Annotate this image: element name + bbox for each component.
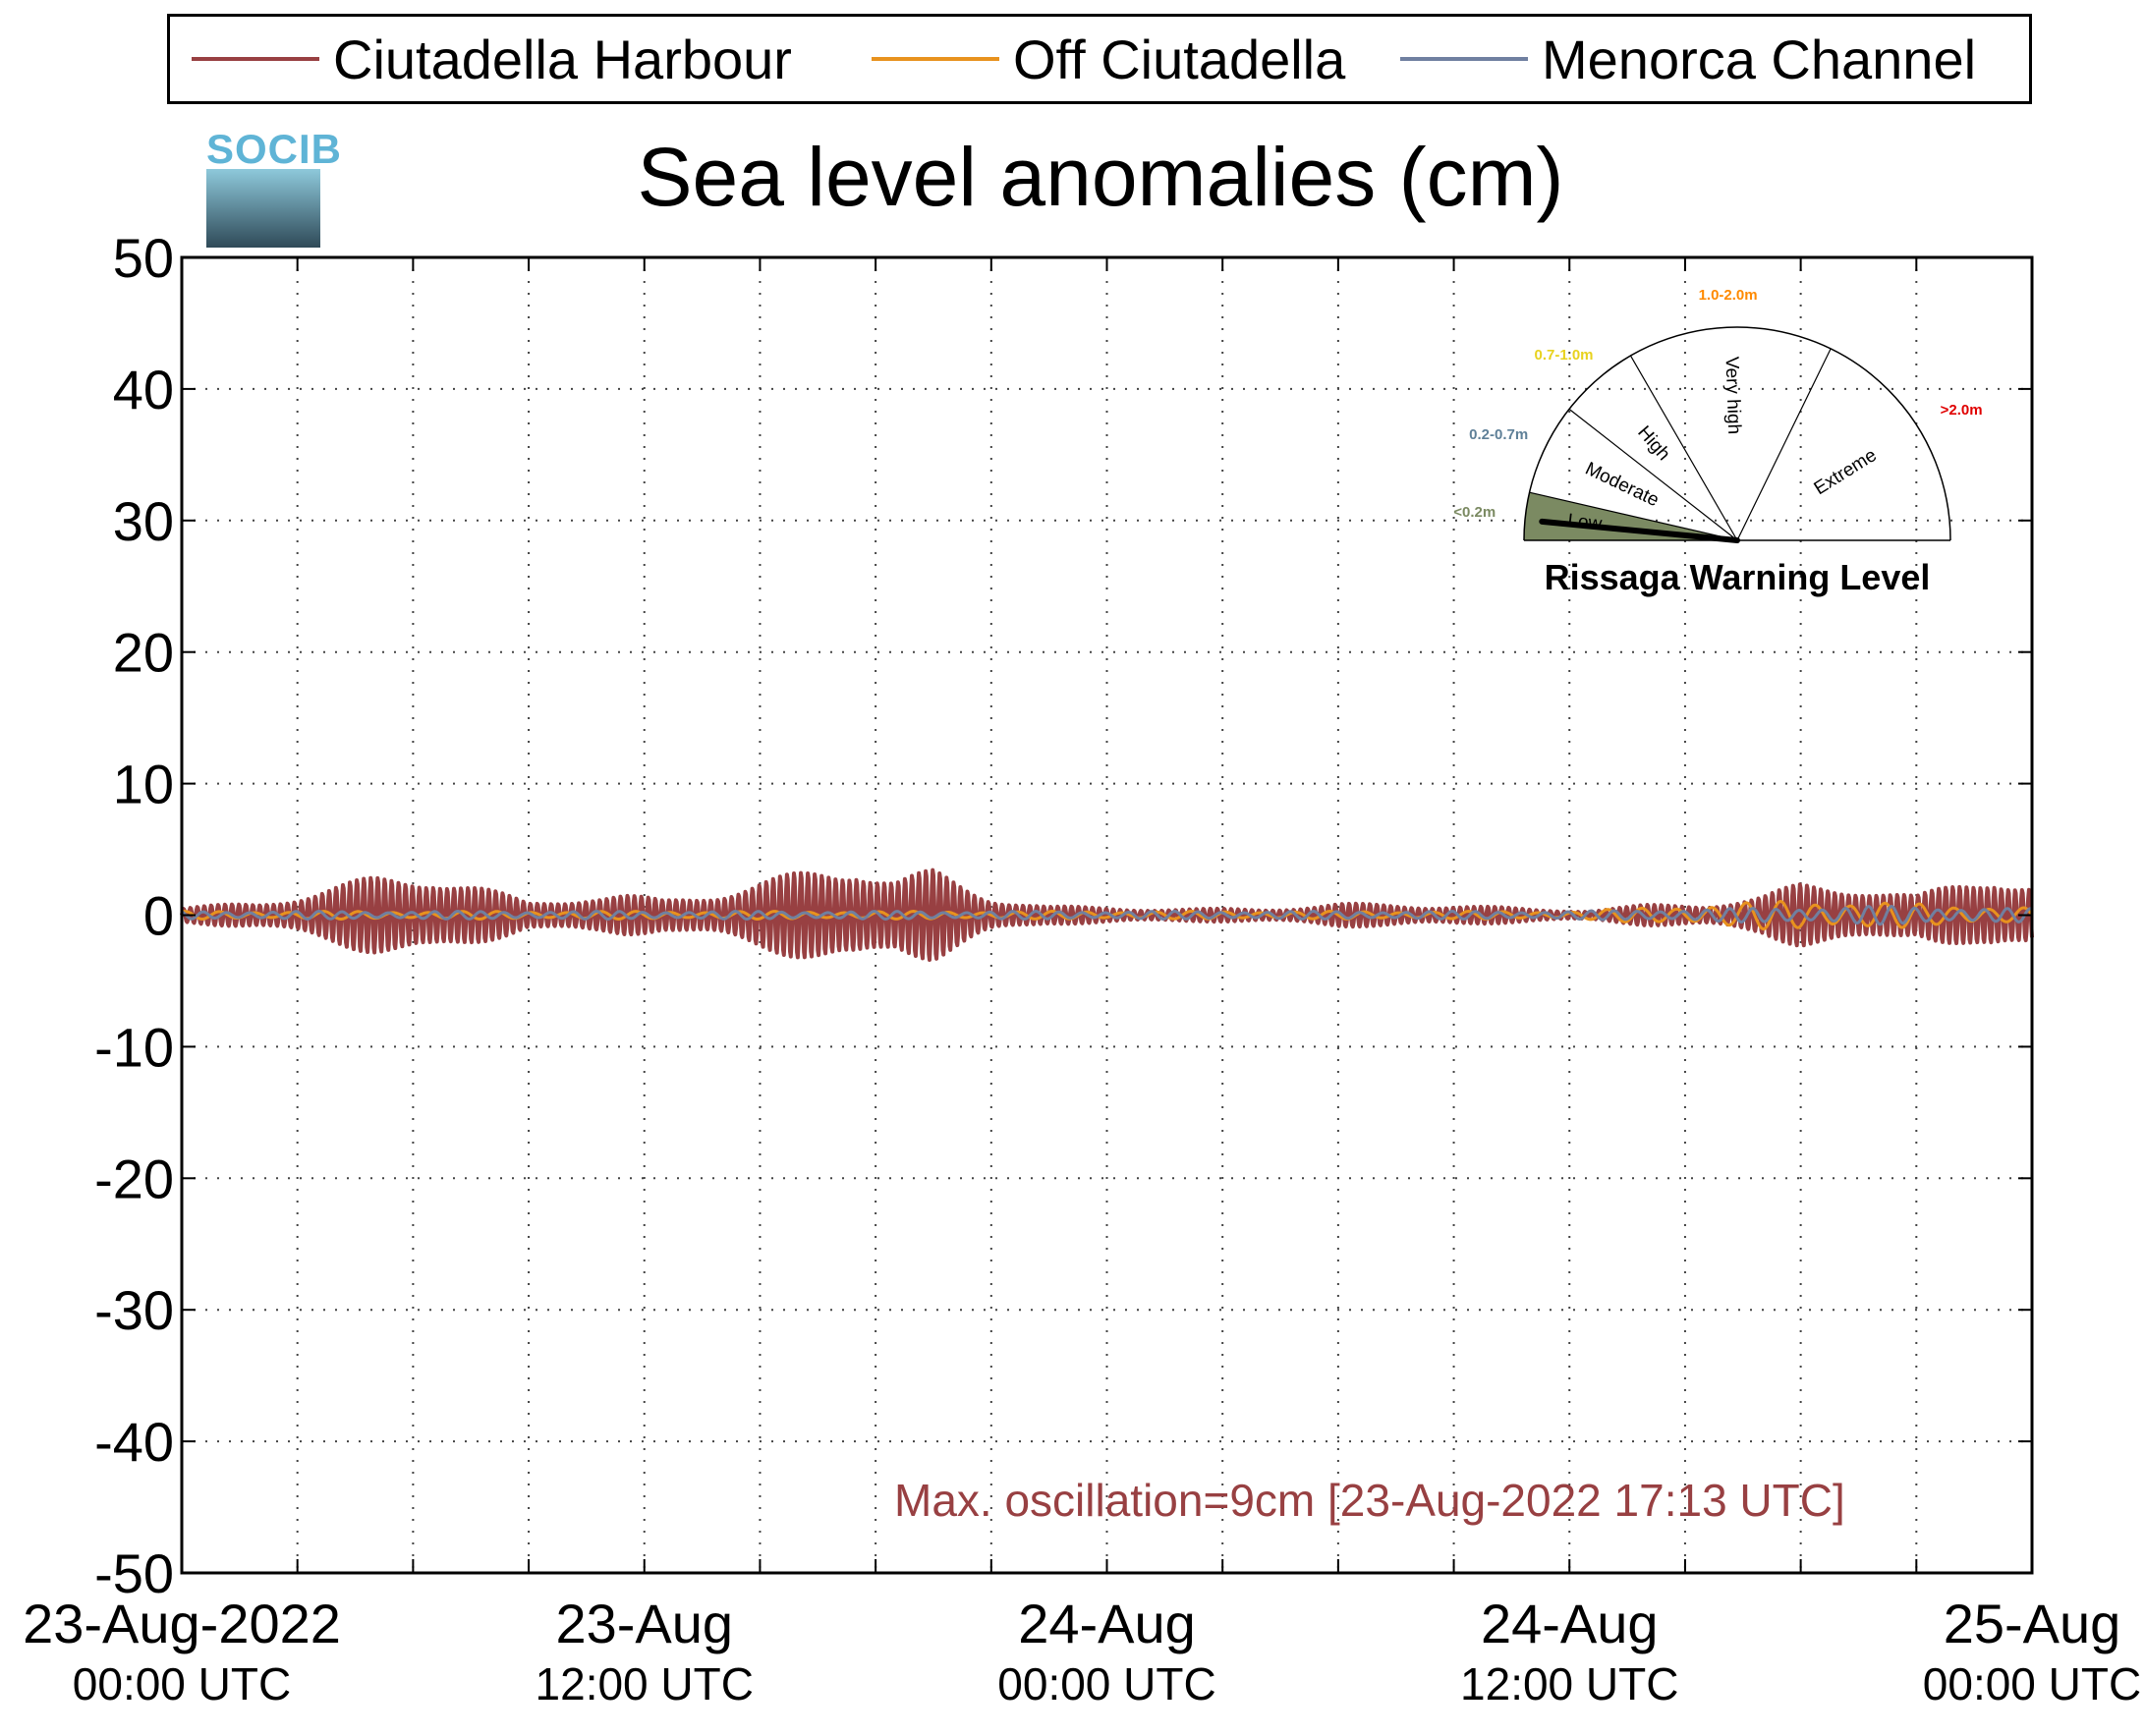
x-tick-label-date: 24-Aug	[1018, 1593, 1196, 1654]
y-tick-label: -40	[94, 1411, 174, 1473]
y-tick-label: -50	[94, 1542, 174, 1604]
gauge-range-label: 0.2-0.7m	[1469, 426, 1528, 443]
gauge-divider	[1736, 348, 1832, 541]
gauge-range-label: <0.2m	[1453, 504, 1496, 521]
legend-item-off-ciutadella: Off Ciutadella	[872, 17, 1345, 101]
max-oscillation-annotation: Max. oscillation=9cm [23-Aug-2022 17:13 …	[894, 1475, 1845, 1526]
gauge-range-label: 0.7-1.0m	[1534, 347, 1593, 364]
series-layer	[180, 868, 2034, 962]
gauge-needle	[1539, 518, 1740, 543]
logo-text: SOCIB	[206, 126, 343, 172]
gauge-range-label: >2.0m	[1941, 402, 1983, 419]
tick-layer: -50-40-30-20-100102030405023-Aug-202200:…	[23, 227, 2141, 1709]
y-tick-label: -30	[94, 1279, 174, 1341]
gauge-divider	[1629, 355, 1738, 541]
legend-swatch-ciutadella-harbour	[192, 57, 319, 61]
y-tick-label: 10	[113, 754, 174, 815]
y-tick-label: 50	[113, 227, 174, 289]
x-tick-label-date: 25-Aug	[1944, 1593, 2121, 1654]
x-tick-label-time: 00:00 UTC	[1923, 1658, 2141, 1709]
x-tick-label-date: 24-Aug	[1481, 1593, 1659, 1654]
x-tick-label-time: 12:00 UTC	[1460, 1658, 1678, 1709]
series-line-off-ciutadella	[181, 900, 2034, 931]
x-tick-label-time: 00:00 UTC	[73, 1658, 291, 1709]
series-line-ciutadella-harbour	[180, 868, 2034, 962]
y-tick-label: -20	[94, 1148, 174, 1209]
legend-label: Ciutadella Harbour	[333, 28, 792, 90]
y-tick-label: 30	[113, 490, 174, 552]
gauge-sector-label: Very high	[1721, 357, 1744, 435]
legend: Ciutadella Harbour Off Ciutadella Menorc…	[167, 14, 2032, 104]
gauge-range-label: 1.0-2.0m	[1699, 287, 1758, 304]
socib-logo: SOCIB	[206, 126, 341, 248]
legend-swatch-off-ciutadella	[872, 57, 999, 61]
x-tick-label-time: 12:00 UTC	[536, 1658, 754, 1709]
y-tick-label: -10	[94, 1016, 174, 1078]
gauge-sector-label: Extreme	[1811, 445, 1881, 499]
gauge-divider	[1529, 491, 1738, 541]
gauge-sector-label: High	[1633, 422, 1673, 465]
y-tick-label: 40	[113, 359, 174, 420]
x-tick-label-time: 00:00 UTC	[997, 1658, 1215, 1709]
logo-graphic	[206, 169, 320, 248]
y-tick-label: 0	[143, 885, 174, 947]
chart-title: Sea level anomalies (cm)	[637, 131, 1564, 223]
legend-label: Menorca Channel	[1542, 28, 1977, 90]
gauge-arc	[1523, 326, 1951, 541]
y-tick-label: 20	[113, 622, 174, 684]
x-tick-label-date: 23-Aug	[555, 1593, 733, 1654]
gauge-sector-label: Moderate	[1582, 459, 1663, 512]
gauge-title: Rissaga Warning Level	[1545, 557, 1931, 597]
series-line-menorca-channel	[181, 905, 2033, 926]
gauge-divider	[1568, 408, 1738, 541]
legend-label: Off Ciutadella	[1013, 28, 1346, 90]
legend-item-ciutadella-harbour: Ciutadella Harbour	[192, 17, 792, 101]
x-tick-label-date: 23-Aug-2022	[23, 1593, 341, 1654]
legend-item-menorca-channel: Menorca Channel	[1400, 17, 1976, 101]
legend-swatch-menorca-channel	[1400, 57, 1528, 61]
